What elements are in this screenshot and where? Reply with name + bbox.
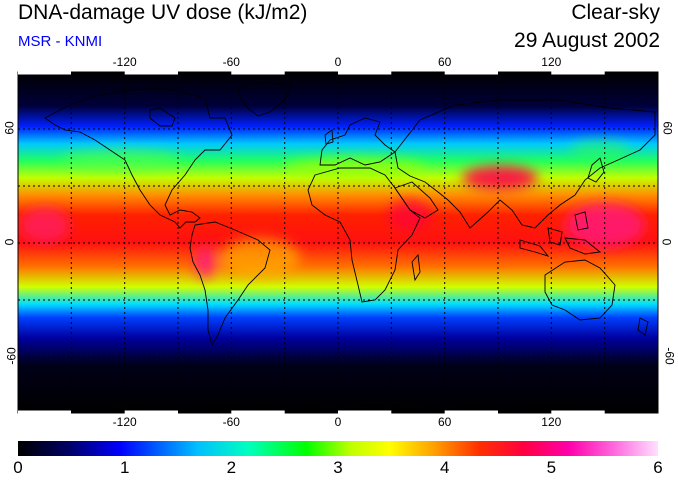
graticule [18, 72, 658, 413]
lon-tick-top: 60 [438, 55, 452, 69]
map-frame [17, 71, 659, 414]
colorbar-label: 0 [13, 458, 23, 477]
lat-tick-left: -60 [4, 347, 19, 365]
lon-tick-bottom: 120 [541, 415, 562, 429]
lon-tick-bottom: 60 [438, 415, 452, 429]
lat-tick-right: 0 [659, 238, 674, 246]
lon-tick-bottom: -60 [222, 415, 240, 429]
colorbar-label: 2 [226, 458, 237, 477]
lon-tick-top: -120 [112, 55, 137, 69]
date-label: 29 August 2002 [514, 29, 660, 52]
colorbar-label: 1 [119, 458, 130, 477]
lat-tick-left: 0 [2, 238, 17, 246]
coastlines [18, 81, 658, 409]
source-label: MSR - KNMI [18, 33, 103, 50]
map-title: DNA-damage UV dose (kJ/m2) [18, 1, 308, 24]
lat-tick-left: 60 [2, 121, 17, 135]
lon-tick-top: 120 [541, 55, 562, 69]
colorbar-label: 5 [546, 458, 557, 477]
lat-tick-right: -60 [662, 347, 677, 365]
lon-tick-bottom: -120 [112, 415, 137, 429]
colorbar-label: 4 [439, 458, 450, 477]
colorbar [18, 441, 658, 456]
uv-hotspots [20, 140, 645, 278]
colorbar-label: 6 [653, 458, 663, 477]
lat-tick-right: 60 [660, 121, 675, 135]
lon-tick-top: 0 [334, 55, 342, 69]
sky-condition-label: Clear-sky [571, 1, 660, 24]
lon-tick-bottom: 0 [334, 415, 342, 429]
lon-tick-top: -60 [222, 55, 240, 69]
colorbar-label: 3 [333, 458, 343, 477]
